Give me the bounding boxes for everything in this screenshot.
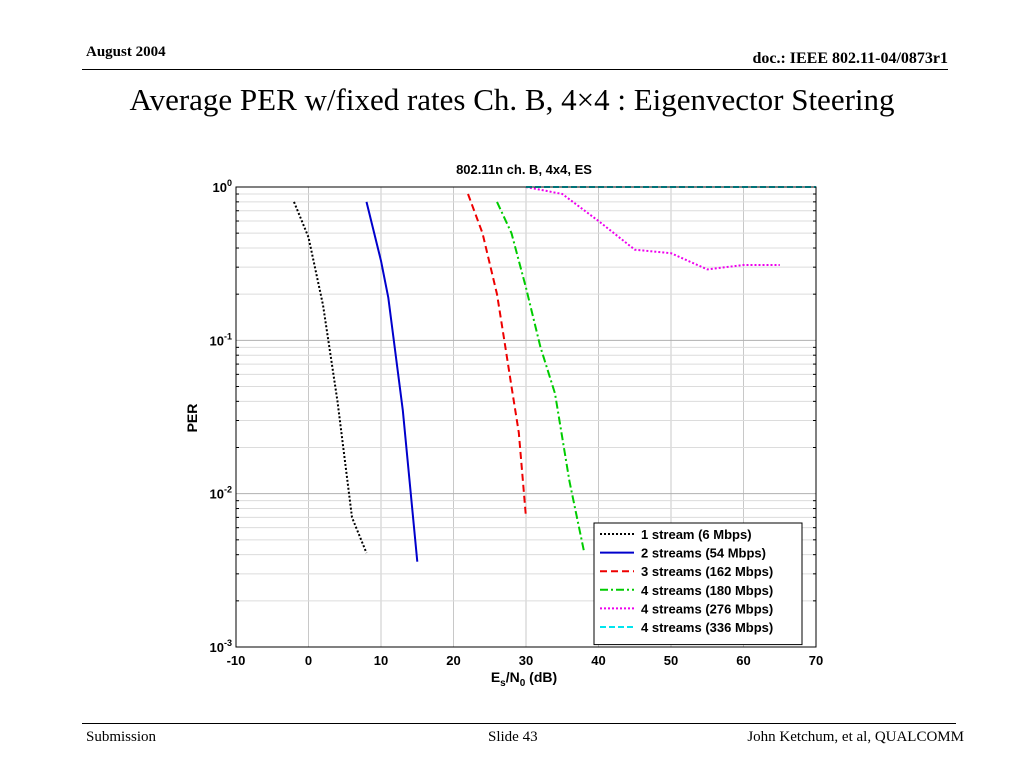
slide-title: Average PER w/fixed rates Ch. B, 4×4 : E…	[129, 82, 895, 117]
y-tick-label: 10-2	[210, 485, 232, 502]
header-rule	[82, 69, 948, 70]
slide-date: August 2004	[86, 44, 166, 60]
footer-submission: Submission	[86, 729, 157, 745]
legend: 1 stream (6 Mbps) 2 streams (54 Mbps) 3 st…	[593, 522, 803, 646]
x-axis-label-sub-0: 0	[520, 678, 526, 689]
series-line-2	[365, 201, 419, 562]
series-line-1	[293, 201, 368, 554]
legend-label: 4 streams (180 Mbps)	[641, 583, 773, 598]
footer-rule	[82, 723, 956, 724]
legend-label: 4 streams (276 Mbps)	[641, 601, 773, 616]
footer-slide-number: Slide 43	[488, 729, 538, 745]
x-tick-label: 30	[519, 653, 533, 668]
x-axis-label-e: E	[491, 669, 500, 685]
x-tick-label: 70	[809, 653, 823, 668]
x-axis-label-sub-s: s	[500, 678, 506, 689]
plot-frame	[235, 186, 817, 648]
x-tick-label: 50	[664, 653, 678, 668]
y-tick-label: 10-1	[210, 331, 232, 348]
x-tick-label: 20	[446, 653, 460, 668]
y-tick-label: 10-3	[210, 638, 232, 655]
legend-box	[593, 522, 803, 646]
series-line-5	[525, 186, 780, 271]
x-tick-label: 10	[374, 653, 388, 668]
x-axis-label-n: /N	[506, 669, 520, 685]
x-tick-label: 60	[736, 653, 750, 668]
x-tick-label: 40	[591, 653, 605, 668]
legend-label: 3 streams (162 Mbps)	[641, 564, 773, 579]
series-line-3	[467, 193, 527, 518]
footer-authors: John Ketchum, et al, QUALCOMM	[747, 729, 964, 745]
x-tick-label: -10	[227, 653, 246, 668]
y-tick-label: 100	[213, 178, 232, 195]
grid	[235, 187, 817, 648]
legend-label: 1 stream (6 Mbps)	[641, 527, 752, 542]
legend-label: 4 streams (336 Mbps)	[641, 620, 773, 635]
x-axis-label-unit: (dB)	[525, 669, 557, 685]
x-tick-label: 0	[305, 653, 312, 668]
legend-label: 2 streams (54 Mbps)	[641, 546, 766, 561]
series-line-4	[496, 201, 585, 552]
y-tick-labels: 100 10-1 10-2 10-3	[210, 178, 232, 655]
x-axis-label: Es/N0 (dB)	[491, 669, 557, 689]
y-axis-label: PER	[184, 404, 200, 433]
x-tick-labels: -10 0 10 20 30 40 50 60 70	[227, 653, 824, 668]
chart-title: 802.11n ch. B, 4x4, ES	[456, 162, 592, 177]
doc-number: doc.: IEEE 802.11-04/0873r1	[752, 50, 948, 67]
